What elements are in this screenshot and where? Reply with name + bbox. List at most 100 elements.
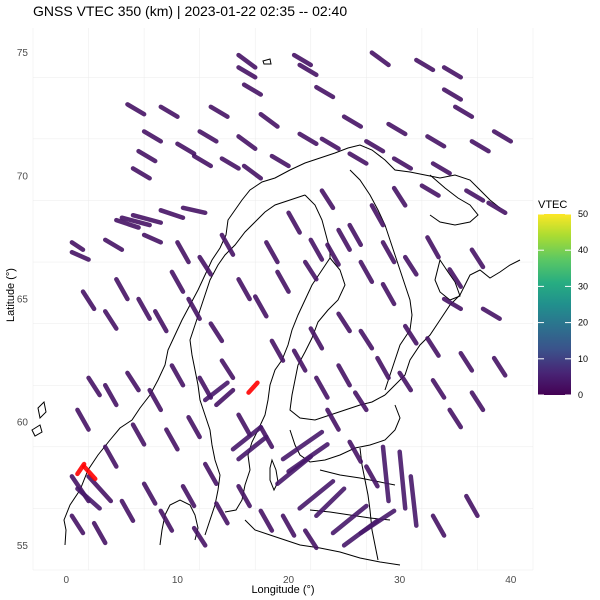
vtec-track bbox=[302, 259, 319, 282]
y-tick-label: 60 bbox=[17, 418, 29, 429]
vtec-track bbox=[441, 296, 464, 312]
y-axis-label: Latitude (°) bbox=[5, 268, 17, 322]
vtec-track bbox=[441, 65, 464, 80]
vtec-track bbox=[391, 156, 414, 171]
coastline-white-sea bbox=[434, 258, 461, 301]
vtec-track bbox=[347, 151, 369, 166]
vtec-track bbox=[336, 227, 352, 252]
vtec-track bbox=[125, 370, 141, 393]
vtec-track bbox=[319, 136, 341, 151]
vtec-track bbox=[258, 508, 275, 533]
colorbar-tick-label: 30 bbox=[578, 281, 588, 291]
vtec-track bbox=[291, 348, 308, 373]
vtec-track bbox=[297, 131, 319, 147]
vtec-track bbox=[119, 215, 152, 228]
vtec-track bbox=[269, 153, 291, 169]
vtec-track bbox=[69, 513, 86, 536]
vtec-track bbox=[236, 434, 269, 462]
vtec-track bbox=[336, 311, 352, 334]
vtec-track bbox=[230, 424, 264, 452]
colorbar-ticks: 0 10 20 30 40 50 bbox=[538, 209, 588, 400]
vtec-track bbox=[341, 114, 364, 129]
vtec-track bbox=[191, 153, 214, 169]
vtec-track bbox=[219, 232, 236, 257]
vtec-track bbox=[302, 528, 319, 551]
vtec-track bbox=[397, 449, 408, 511]
vtec-track bbox=[464, 493, 480, 519]
colorbar-tick-label: 20 bbox=[578, 318, 588, 328]
y-tick-label: 75 bbox=[17, 48, 29, 59]
vtec-track bbox=[458, 350, 475, 373]
vtec-track bbox=[425, 134, 447, 149]
vtec-track bbox=[130, 212, 164, 225]
vtec-track bbox=[164, 427, 180, 452]
colorbar-gradient bbox=[538, 214, 571, 395]
vtec-track bbox=[102, 309, 119, 331]
vtec-track bbox=[136, 148, 158, 164]
vtec-track bbox=[236, 483, 252, 509]
vtec-track bbox=[469, 390, 486, 413]
vtec-track bbox=[141, 481, 158, 506]
vtec-track bbox=[186, 415, 202, 440]
vtec-track bbox=[402, 323, 419, 346]
vtec-track bbox=[246, 380, 260, 395]
y-tick-label: 65 bbox=[17, 295, 29, 306]
coastline-orkney bbox=[31, 424, 43, 437]
vtec-track bbox=[380, 281, 397, 307]
vtec-track bbox=[208, 321, 225, 344]
vtec-track bbox=[136, 296, 152, 321]
vtec-track bbox=[130, 166, 152, 181]
vtec-track bbox=[214, 387, 236, 408]
vtec-track bbox=[358, 328, 375, 351]
vtec-track bbox=[330, 503, 369, 536]
vtec-track bbox=[275, 454, 314, 487]
vtec-track bbox=[314, 84, 336, 100]
vtec-track bbox=[325, 407, 341, 432]
coastline-baltic bbox=[289, 404, 401, 463]
border-baltic-states bbox=[359, 447, 379, 561]
vtec-tracks bbox=[69, 50, 514, 551]
vtec-track bbox=[386, 121, 408, 137]
colorbar-legend: VTEC 0 10 20 30 40 50 bbox=[538, 199, 588, 400]
coastline-baltic-south bbox=[244, 519, 401, 566]
vtec-track bbox=[425, 235, 441, 260]
coastline-finland-east bbox=[384, 259, 521, 396]
border-norway-sweden bbox=[189, 194, 306, 536]
vtec-track bbox=[358, 508, 397, 536]
vtec-track bbox=[86, 375, 102, 398]
colorbar-tick-label: 50 bbox=[578, 209, 588, 219]
coastline-gotland bbox=[269, 458, 279, 492]
vtec-track bbox=[236, 277, 252, 302]
vtec-track bbox=[297, 479, 336, 511]
vtec-track bbox=[347, 222, 364, 248]
vtec-track bbox=[202, 461, 219, 487]
vtec-track bbox=[236, 65, 258, 80]
vtec-track bbox=[352, 390, 369, 413]
vtec-track bbox=[158, 104, 180, 119]
vtec-track bbox=[114, 217, 141, 230]
vtec-track bbox=[408, 474, 419, 528]
vtec-track bbox=[280, 513, 297, 538]
vtec-track bbox=[197, 254, 214, 277]
vtec-track bbox=[319, 188, 336, 211]
x-tick-label: 20 bbox=[283, 575, 295, 586]
x-axis-label: Longitude (°) bbox=[251, 584, 314, 596]
vtec-track bbox=[314, 486, 347, 519]
vtec-track bbox=[419, 183, 441, 198]
colorbar-tick-label: 40 bbox=[578, 245, 588, 255]
vtec-track bbox=[280, 429, 325, 462]
vtec-track bbox=[81, 464, 98, 482]
vtec-track bbox=[291, 52, 314, 68]
vtec-track bbox=[236, 134, 258, 151]
vtec-track bbox=[308, 326, 325, 351]
vtec-track bbox=[308, 237, 325, 262]
vtec-track bbox=[130, 422, 147, 447]
vtec-track bbox=[141, 129, 164, 144]
vtec-track bbox=[469, 139, 491, 154]
border-finland-russia bbox=[349, 169, 413, 391]
vtec-track bbox=[86, 474, 114, 504]
x-axis: 0 10 20 30 40 bbox=[64, 575, 517, 586]
vtec-track bbox=[80, 289, 97, 312]
x-tick-label: 30 bbox=[394, 575, 406, 586]
